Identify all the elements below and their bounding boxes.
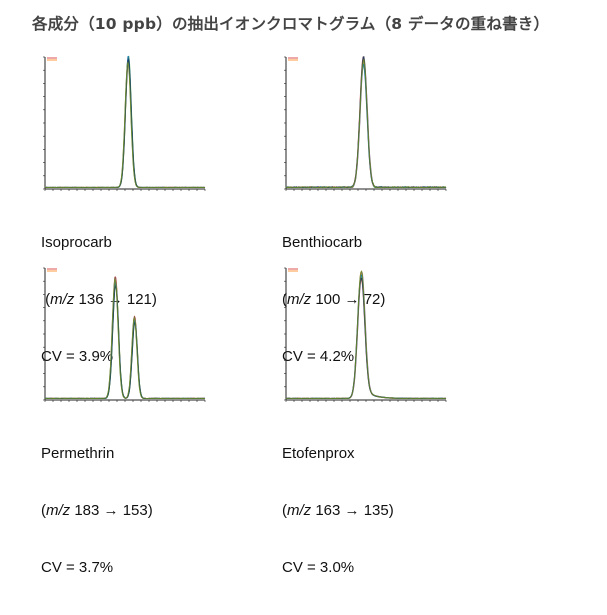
series-line-3 bbox=[44, 282, 205, 400]
cv-value: CV = 3.0% bbox=[282, 559, 355, 576]
chromatogram-permethrin bbox=[43, 267, 206, 402]
series-line-8 bbox=[45, 278, 205, 400]
transition-label: (m/z 163 → 135) bbox=[282, 501, 394, 520]
series-line-2 bbox=[45, 279, 206, 400]
caption-isoprocarb: Isoprocarb (m/z 136 → 121) CV = 3.9% bbox=[41, 195, 157, 404]
caption-permethrin: Permethrin (m/z 183 → 153) CV = 3.7% bbox=[41, 406, 153, 615]
series-line-6 bbox=[44, 282, 206, 400]
compound-name: Isoprocarb bbox=[41, 234, 112, 251]
mz-prefix: ( bbox=[282, 291, 287, 308]
transition-label: (m/z 183 → 153) bbox=[41, 501, 153, 520]
mz-label: m/z bbox=[50, 291, 75, 308]
series-line-5 bbox=[44, 278, 205, 400]
page-title: 各成分（10 ppb）の抽出イオンクロマトグラム（8 データの重ね書き） bbox=[32, 15, 550, 33]
chromatogram-isoprocarb bbox=[43, 55, 206, 191]
chromatogram-panel-permethrin: Permethrin (m/z 183 → 153) CV = 3.7% bbox=[41, 264, 241, 576]
series-line-8 bbox=[286, 270, 447, 400]
cv-value: CV = 4.2% bbox=[282, 348, 355, 365]
cv-value: CV = 3.7% bbox=[41, 559, 114, 576]
mz-label: m/z bbox=[287, 291, 312, 308]
cv-value: CV = 3.9% bbox=[41, 348, 114, 365]
chromatogram-panel-etofenprox: Etofenprox (m/z 163 → 135) CV = 3.0% bbox=[282, 264, 482, 576]
transition-value: 100 → 72) bbox=[315, 291, 386, 308]
chromatogram-panel-benthiocarb: Benthiocarb (m/z 100 → 72) CV = 4.2% bbox=[282, 53, 482, 365]
mz-prefix: ( bbox=[41, 291, 51, 308]
caption-benthiocarb: Benthiocarb (m/z 100 → 72) CV = 4.2% bbox=[282, 195, 385, 404]
series-line-4 bbox=[45, 276, 206, 400]
transition-value: 136 → 121) bbox=[78, 291, 157, 308]
series-line-1 bbox=[45, 276, 205, 400]
series-line-8 bbox=[285, 59, 447, 189]
mz-label: m/z bbox=[287, 502, 312, 519]
series-line-7 bbox=[44, 285, 206, 400]
compound-name: Etofenprox bbox=[282, 445, 355, 462]
caption-etofenprox: Etofenprox (m/z 163 → 135) CV = 3.0% bbox=[282, 406, 394, 615]
chromatogram-benthiocarb bbox=[284, 56, 447, 191]
transition-value: 163 → 135) bbox=[315, 502, 394, 519]
series-line-8 bbox=[45, 62, 206, 189]
transition-value: 183 → 153) bbox=[74, 502, 153, 519]
transition-label: (m/z 100 → 72) bbox=[282, 290, 385, 309]
compound-name: Permethrin bbox=[41, 445, 115, 462]
mz-label: m/z bbox=[46, 502, 71, 519]
transition-label: (m/z 136 → 121) bbox=[41, 290, 157, 309]
compound-name: Benthiocarb bbox=[282, 234, 363, 251]
chromatogram-etofenprox bbox=[284, 267, 447, 402]
chromatogram-panel-isoprocarb: Isoprocarb (m/z 136 → 121) CV = 3.9% bbox=[41, 53, 241, 365]
